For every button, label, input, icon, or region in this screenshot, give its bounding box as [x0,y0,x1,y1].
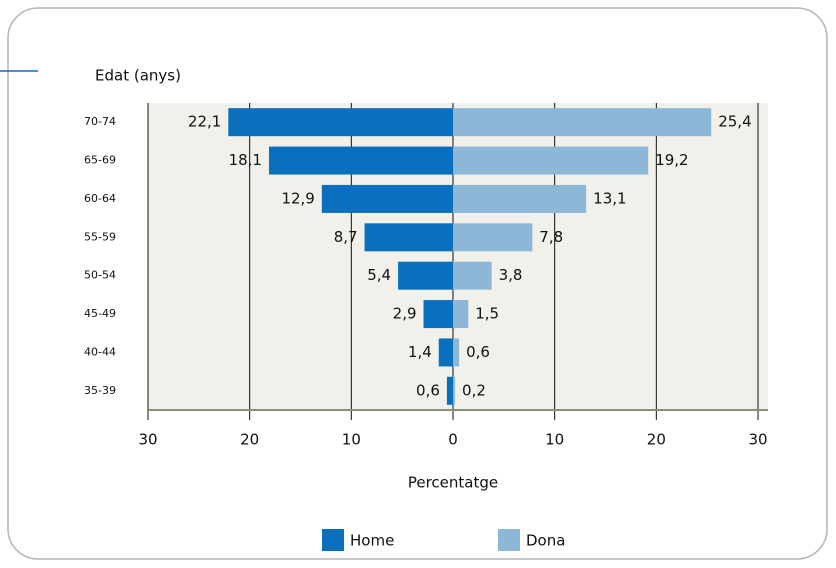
value-label: 8,7 [334,228,358,246]
value-label: 5,4 [367,266,391,284]
x-tick-label: 30 [748,431,767,449]
bar [453,338,460,367]
value-label: 0,2 [462,381,486,399]
value-label: 1,4 [408,343,432,361]
bar [364,223,453,252]
y-tick-label: 55-59 [84,230,116,243]
x-tick-label: 10 [545,431,564,449]
value-label: 18,1 [229,151,262,169]
y-tick-label: 60-64 [84,192,116,205]
value-label: 0,6 [416,381,440,399]
bar [453,184,587,213]
value-label: 19,2 [655,151,688,169]
x-tick-label: 0 [448,431,458,449]
value-label: 13,1 [593,189,626,207]
value-label: 7,8 [539,228,563,246]
x-tick-label: 10 [342,431,361,449]
x-axis-label: Percentatge [408,474,498,492]
y-tick-label: 50-54 [84,269,116,282]
bar [453,108,712,137]
value-label: 12,9 [281,189,314,207]
value-label: 3,8 [499,266,523,284]
y-tick-label: 35-39 [84,384,116,397]
bar [453,376,456,405]
bar [438,338,453,367]
bar [321,184,453,213]
value-label: 25,4 [718,113,751,131]
bar [398,261,453,290]
value-label: 1,5 [475,305,499,323]
y-tick-label: 45-49 [84,307,116,320]
y-tick-label: 40-44 [84,345,116,358]
x-tick-label: 20 [647,431,666,449]
x-tick-label: 30 [138,431,157,449]
y-tick-label: 70-74 [84,115,116,128]
legend-swatch [322,529,344,551]
bar [228,108,453,137]
bar [453,300,469,329]
bar [453,223,533,252]
bar [453,261,492,290]
bar [423,300,453,329]
value-label: 2,9 [393,305,417,323]
legend-swatch [498,529,520,551]
value-label: 22,1 [188,113,221,131]
chart-title: Edat (anys) [95,67,181,85]
legend-label: Dona [526,532,565,550]
value-label: 0,6 [466,343,490,361]
y-tick-label: 65-69 [84,154,116,167]
bar [446,376,453,405]
bar [268,146,453,175]
x-tick-label: 20 [240,431,259,449]
legend-label: Home [350,532,394,550]
bar [453,146,649,175]
